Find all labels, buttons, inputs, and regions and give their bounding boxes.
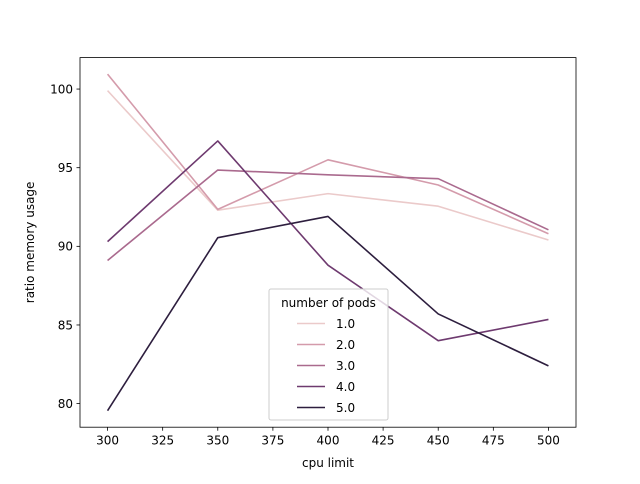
y-tick-label: 85 (58, 318, 73, 332)
legend-label: 1.0 (336, 317, 355, 331)
legend-label: 2.0 (336, 338, 355, 352)
legend: number of pods 1.0 2.0 3.0 4.0 5.0 (269, 289, 388, 420)
x-tick-label: 425 (372, 434, 395, 448)
legend-label: 4.0 (336, 380, 355, 394)
x-tick-label: 450 (427, 434, 450, 448)
x-tick-label: 300 (96, 434, 119, 448)
legend-title: number of pods (281, 296, 376, 310)
legend-label: 5.0 (336, 401, 355, 415)
y-tick-label: 90 (58, 240, 73, 254)
x-tick-label: 375 (261, 434, 284, 448)
legend-label: 3.0 (336, 359, 355, 373)
x-axis-label: cpu limit (302, 456, 354, 470)
x-tick-label: 400 (317, 434, 340, 448)
x-tick-label: 500 (537, 434, 560, 448)
y-tick-label: 80 (58, 397, 73, 411)
y-axis-label: ratio memory usage (23, 182, 37, 304)
x-tick-label: 475 (482, 434, 505, 448)
y-tick-label: 95 (58, 161, 73, 175)
x-tick-label: 350 (206, 434, 229, 448)
x-tick-label: 325 (151, 434, 174, 448)
y-tick-label: 100 (50, 82, 73, 96)
